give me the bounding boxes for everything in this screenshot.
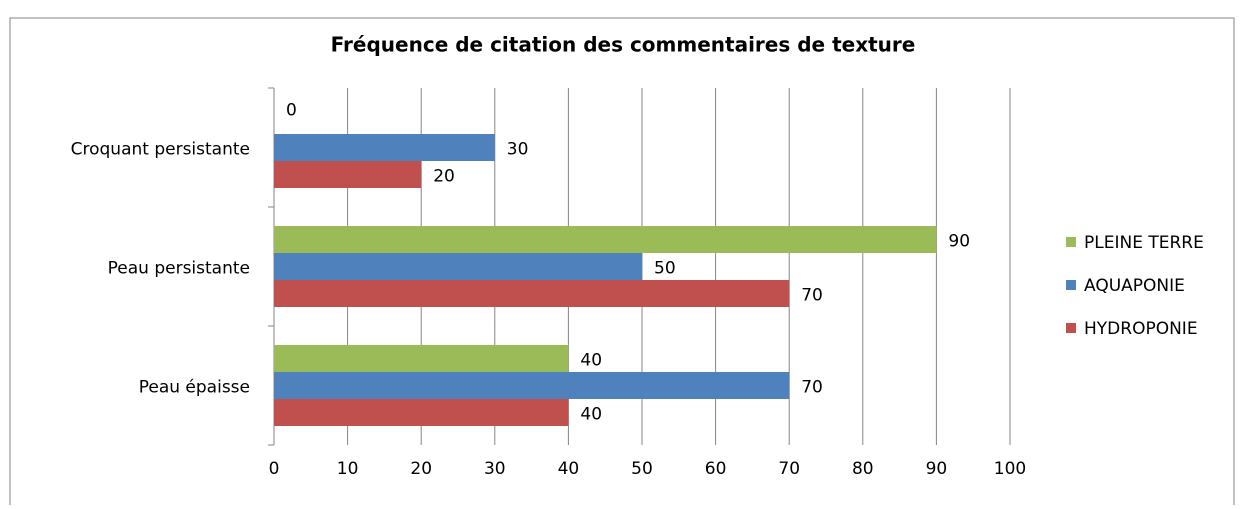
x-tick-label: 0 [269,459,280,479]
x-tick-label: 100 [994,459,1026,479]
x-tick-label: 70 [778,459,800,479]
y-tick-label: Peau épaisse [139,378,250,398]
bar [274,161,422,188]
x-tick-label: 90 [926,459,948,479]
bar [274,226,937,253]
y-tick-label: Peau persistante [108,259,250,279]
data-label: 30 [507,140,529,160]
legend-swatch [1066,280,1076,290]
bar [274,345,569,372]
x-tick-label: 60 [705,459,727,479]
bar [274,134,495,161]
data-label: 90 [948,232,970,252]
data-label: 70 [801,378,823,398]
bar [274,253,642,280]
x-tick-label: 30 [484,459,506,479]
data-label: 70 [801,286,823,306]
legend-label: HYDROPONIE [1084,319,1198,339]
data-label: 40 [580,405,602,425]
bar [274,399,569,426]
y-tick-label: Croquant persistante [71,140,250,160]
data-label: 20 [433,167,455,187]
data-label: 50 [654,259,676,279]
legend-swatch [1066,237,1076,247]
x-tick-label: 20 [410,459,432,479]
legend-swatch [1066,323,1076,333]
chart-title: Fréquence de citation des commentaires d… [331,33,916,57]
x-tick-label: 40 [558,459,580,479]
x-tick-label: 10 [337,459,359,479]
legend-label: PLEINE TERRE [1084,233,1204,253]
bar [274,280,790,307]
data-label: 40 [580,351,602,371]
x-tick-label: 50 [631,459,653,479]
data-label: 0 [286,101,297,121]
legend-label: AQUAPONIE [1084,276,1185,296]
x-tick-label: 80 [852,459,874,479]
bar [274,372,790,399]
